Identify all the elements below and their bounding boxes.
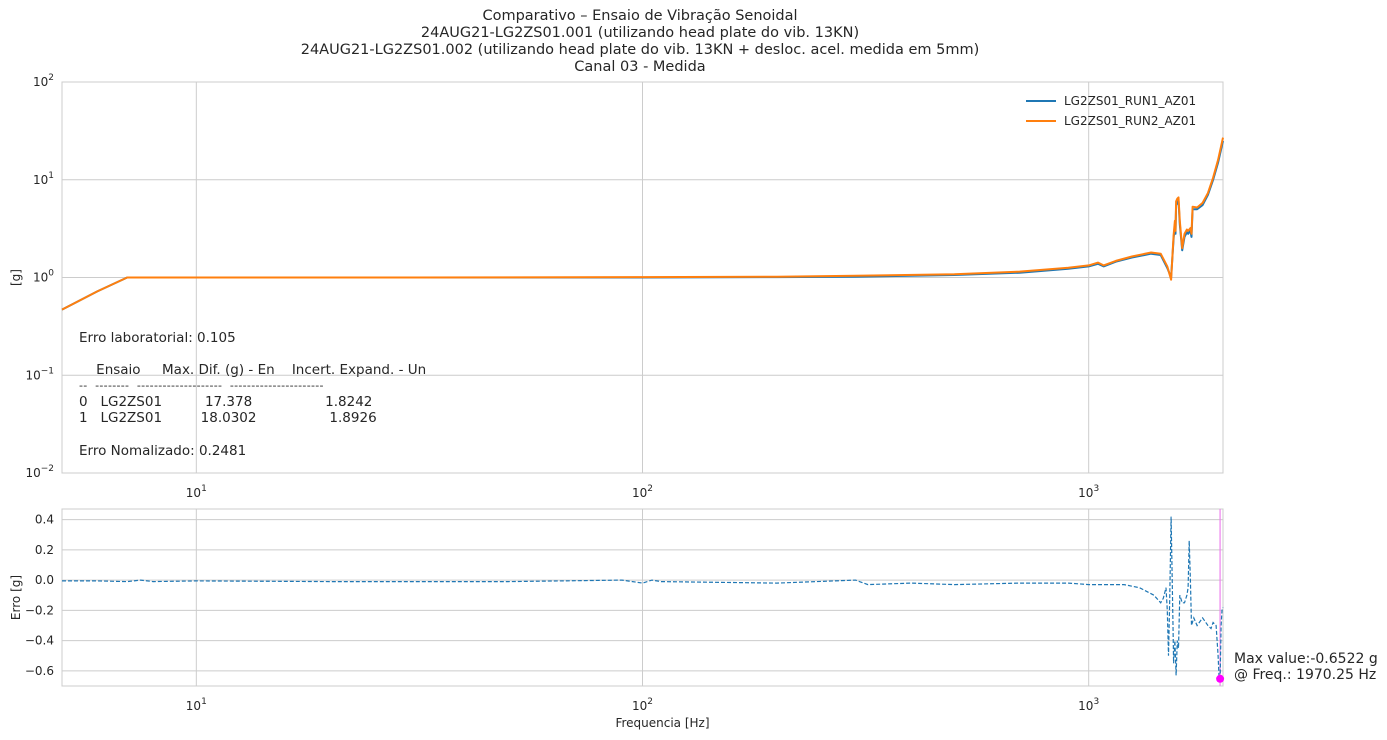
legend-label-1: LG2ZS01_RUN1_AZ01 (1064, 94, 1196, 108)
bottom-y-tick-label: −0.6 (25, 664, 54, 678)
table-rule-text: -- -------- -------------------- -------… (79, 379, 324, 392)
bottom-axes-frame (61, 508, 1224, 687)
bottom-y-tick-label: 0.4 (35, 513, 54, 527)
title-line-2: 24AUG21-LG2ZS01.001 (utilizando head pla… (420, 25, 860, 41)
bottom-x-tick-label: 101 (186, 697, 207, 713)
bottom-x-tick-label: 103 (1078, 697, 1099, 713)
erro-laboratorial-text: Erro laboratorial: 0.105 (79, 330, 236, 346)
table-row-0: 0 LG2ZS01 17.378 1.8242 (79, 394, 373, 410)
top-x-tick-label: 102 (632, 484, 653, 500)
top-x-tick-label: 103 (1078, 484, 1099, 500)
bottom-x-tick-label: 102 (632, 697, 653, 713)
error-series-line (62, 516, 1224, 680)
bottom-y-tick-label: 0.2 (35, 543, 54, 557)
top-y-tick-label: 10−1 (25, 366, 54, 382)
top-y-axis-label: [g] (9, 269, 23, 286)
legend-label-2: LG2ZS01_RUN2_AZ01 (1064, 114, 1196, 128)
bottom-y-tick-label: −0.4 (25, 634, 54, 648)
top-x-tick-label: 101 (186, 484, 207, 500)
series-line-2 (61, 137, 1224, 311)
top-y-tick-label: 100 (33, 269, 54, 285)
title-line-3: 24AUG21-LG2ZS01.002 (utilizando head pla… (300, 42, 980, 58)
max-value-text: Max value:-0.6522 g (1234, 651, 1378, 667)
bottom-chart-panel: 101 102 103 −0.6 −0.4 −0.2 0.0 0.2 0.4 Erro [g] Fr… (9, 508, 1225, 730)
bottom-y-axis-label: Erro [g] (9, 575, 23, 620)
title-line-1: Comparativo – Ensaio de Vibração Senoida… (482, 8, 798, 24)
table-row-1: 1 LG2ZS01 18.0302 1.8926 (79, 410, 377, 426)
max-value-marker (1216, 674, 1225, 683)
top-y-tick-label: 101 (33, 171, 54, 187)
max-freq-text: @ Freq.: 1970.25 Hz (1234, 667, 1377, 683)
bottom-y-tick-label: 0.0 (35, 573, 54, 587)
top-axes-frame (61, 81, 1224, 474)
erro-normalizado-text: Erro Nomalizado: 0.2481 (79, 443, 247, 459)
top-chart-panel: 101 102 103 10−2 10−1 100 101 102 [g] LG2ZS01_RUN… (9, 73, 1224, 500)
top-y-tick-label: 102 (33, 73, 54, 89)
bottom-y-tick-label: −0.2 (25, 603, 54, 617)
table-header-text: Ensaio Max. Dif. (g) - En Incert. Expand… (79, 362, 427, 378)
title-line-4: Canal 03 - Medida (574, 59, 706, 75)
top-y-tick-label: 10−2 (25, 464, 54, 480)
bottom-x-axis-label: Frequencia [Hz] (615, 716, 709, 730)
